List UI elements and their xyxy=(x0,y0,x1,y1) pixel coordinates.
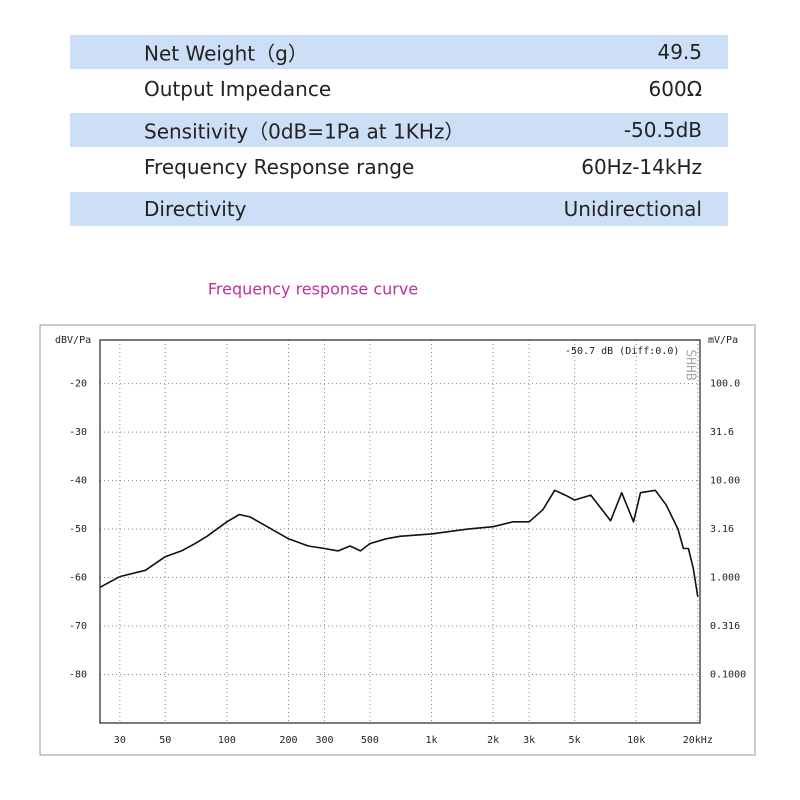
x-tick-label: 100 xyxy=(218,735,236,746)
y-tick-label: -70 xyxy=(69,621,87,632)
x-tick-label: 300 xyxy=(315,735,333,746)
spec-value: 60Hz-14kHz xyxy=(581,155,702,179)
spec-row: Frequency Response range 60Hz-14kHz xyxy=(70,150,728,184)
y-tick-label: -80 xyxy=(69,670,87,681)
y-tick-label: -40 xyxy=(69,476,87,487)
y2-tick-label: 3.16 xyxy=(710,524,734,535)
x-tick-label: 30 xyxy=(114,735,126,746)
y2-tick-label: 1.000 xyxy=(710,573,740,584)
spec-label: Frequency Response range xyxy=(144,155,415,179)
x-tick-label: 1k xyxy=(425,735,437,746)
x-tick-label: 10k xyxy=(627,735,645,746)
spec-label: Sensitivity（0dB=1Pa at 1KHz） xyxy=(144,119,465,144)
spec-label: Directivity xyxy=(144,197,247,221)
x-tick-label: 2k xyxy=(487,735,499,746)
y-tick-label: -30 xyxy=(69,427,87,438)
y-tick-label: -60 xyxy=(69,573,87,584)
y2-axis-label: mV/Pa xyxy=(708,335,738,346)
x-tick-label: 20kHz xyxy=(683,735,713,746)
spec-row: Net Weight（g） 49.5 xyxy=(70,35,728,69)
y-axis-label: dBV/Pa xyxy=(55,335,91,346)
plot-border xyxy=(99,339,701,724)
spec-row: Output Impedance 600Ω xyxy=(70,72,728,106)
x-tick-label: 5k xyxy=(569,735,581,746)
chart-frame xyxy=(39,324,756,756)
watermark: SHHB xyxy=(683,349,698,380)
x-tick-label: 200 xyxy=(279,735,297,746)
y-tick-label: -50 xyxy=(69,524,87,535)
y2-tick-label: 31.6 xyxy=(710,427,734,438)
x-tick-label: 3k xyxy=(523,735,535,746)
spec-value: -50.5dB xyxy=(623,118,702,142)
chart-title: Frequency response curve xyxy=(208,280,418,299)
spec-value: Unidirectional xyxy=(563,197,702,221)
spec-value: 49.5 xyxy=(657,40,702,64)
y2-tick-label: 0.316 xyxy=(710,621,740,632)
spec-value: 600Ω xyxy=(648,77,702,101)
spec-row: Directivity Unidirectional xyxy=(70,192,728,226)
y2-tick-label: 100.0 xyxy=(710,379,740,390)
y-tick-label: -20 xyxy=(69,379,87,390)
y2-tick-label: 10.00 xyxy=(710,476,740,487)
spec-row: Sensitivity（0dB=1Pa at 1KHz） -50.5dB xyxy=(70,113,728,147)
x-tick-label: 500 xyxy=(361,735,379,746)
response-curve xyxy=(99,489,699,598)
annotation: -50.7 dB (Diff:0.0) xyxy=(565,346,679,357)
spec-label: Output Impedance xyxy=(144,77,332,101)
spec-label: Net Weight（g） xyxy=(144,41,308,66)
y2-tick-label: 0.1000 xyxy=(710,669,746,680)
x-tick-label: 50 xyxy=(159,735,171,746)
